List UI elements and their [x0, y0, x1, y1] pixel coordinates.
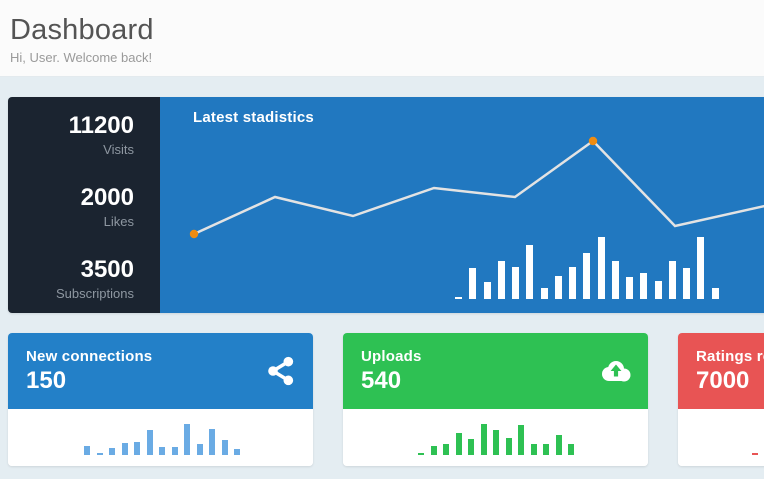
sparkline-bar	[209, 429, 215, 455]
volume-bar	[526, 245, 534, 299]
stat-label: Visits	[103, 142, 134, 157]
volume-bar	[683, 268, 690, 299]
card-value: 540	[361, 367, 402, 394]
card-value: 150	[26, 367, 67, 394]
sparkline-bar	[543, 444, 549, 455]
sparkline-bar	[134, 442, 140, 455]
sparkline-bar	[221, 440, 228, 455]
card-body	[8, 409, 313, 466]
sparkline-bar	[530, 444, 537, 455]
stat-likes: 2000 Likes	[8, 183, 134, 230]
card-body	[343, 409, 648, 466]
card-header: New connections 150	[8, 333, 313, 409]
sparkline-bar	[121, 443, 128, 455]
volume-bar	[455, 297, 462, 299]
sparkline-bar	[468, 439, 474, 455]
volume-bar	[512, 267, 519, 299]
sparkline-bar	[555, 435, 562, 455]
volume-bar	[569, 267, 576, 299]
sparkline-bar	[96, 453, 103, 455]
stat-label: Subscriptions	[55, 286, 134, 301]
volume-bar	[711, 288, 719, 299]
card-header: Ratings received 7000	[678, 333, 764, 409]
volume-bar	[611, 261, 619, 299]
sparkline-bar	[518, 425, 524, 455]
sparkline-bar	[455, 433, 462, 455]
card-uploads[interactable]: Uploads 540	[343, 333, 648, 466]
sparkline-bar	[752, 453, 758, 455]
page-title: Dashboard	[10, 14, 154, 46]
card-ratings-received[interactable]: Ratings received 7000	[678, 333, 764, 466]
volume-bar-chart	[160, 97, 764, 313]
page-header: Dashboard Hi, User. Welcome back!	[0, 0, 764, 77]
latest-statistics-chart-area: Latest stadistics	[160, 97, 764, 313]
volume-bar	[583, 253, 591, 299]
card-title: New connections	[26, 348, 153, 365]
sparkline-bar	[430, 446, 437, 455]
card-header: Uploads 540	[343, 333, 648, 409]
stat-value: 3500	[80, 256, 134, 283]
stat-visits: 11200 Visits	[8, 111, 134, 158]
sparkline-bar	[493, 430, 499, 455]
sparkline-bar	[418, 453, 424, 455]
card-title: Uploads	[361, 348, 422, 365]
volume-bar	[697, 237, 705, 299]
visits-line-chart	[189, 136, 764, 239]
share-icon	[268, 356, 294, 386]
volume-bar	[469, 268, 477, 299]
volume-bar	[554, 276, 562, 299]
card-new-connections[interactable]: New connections 150	[8, 333, 313, 466]
sparkline-bar	[234, 449, 240, 455]
volume-bar	[483, 282, 491, 299]
volume-bar	[640, 273, 648, 299]
stat-value: 11200	[68, 112, 134, 139]
sparkline-bar	[159, 447, 165, 455]
volume-bar	[654, 281, 662, 299]
sparkline-bar	[84, 446, 90, 455]
sparkline-bar	[480, 424, 487, 455]
volume-bar	[668, 261, 676, 299]
stats-summary-column: 11200 Visits 2000 Likes 3500 Subscriptio…	[8, 97, 160, 313]
sparkline-bar	[196, 444, 203, 455]
sparkline-bar	[505, 438, 512, 455]
card-title: Ratings received	[696, 348, 764, 365]
card-body	[678, 409, 764, 466]
page-subtitle: Hi, User. Welcome back!	[10, 50, 153, 65]
volume-bar	[597, 237, 605, 299]
volume-bar	[497, 261, 505, 299]
stat-value: 2000	[80, 184, 134, 211]
volume-bar	[540, 288, 548, 299]
sparkline-bar	[109, 448, 115, 455]
card-value: 7000	[696, 367, 750, 394]
sparkline-bar	[568, 444, 574, 455]
sparkline-bar	[171, 447, 178, 455]
stat-label: Likes	[103, 214, 134, 229]
stat-subscriptions: 3500 Subscriptions	[8, 255, 134, 302]
statistics-panel: 11200 Visits 2000 Likes 3500 Subscriptio…	[8, 97, 764, 313]
chart-title: Latest stadistics	[193, 109, 314, 126]
sparkline-bar	[184, 424, 190, 455]
sparkline-bar	[146, 430, 153, 455]
volume-bar	[626, 277, 633, 299]
cloud-upload-icon	[602, 361, 631, 382]
sparkline-bar	[443, 444, 449, 455]
